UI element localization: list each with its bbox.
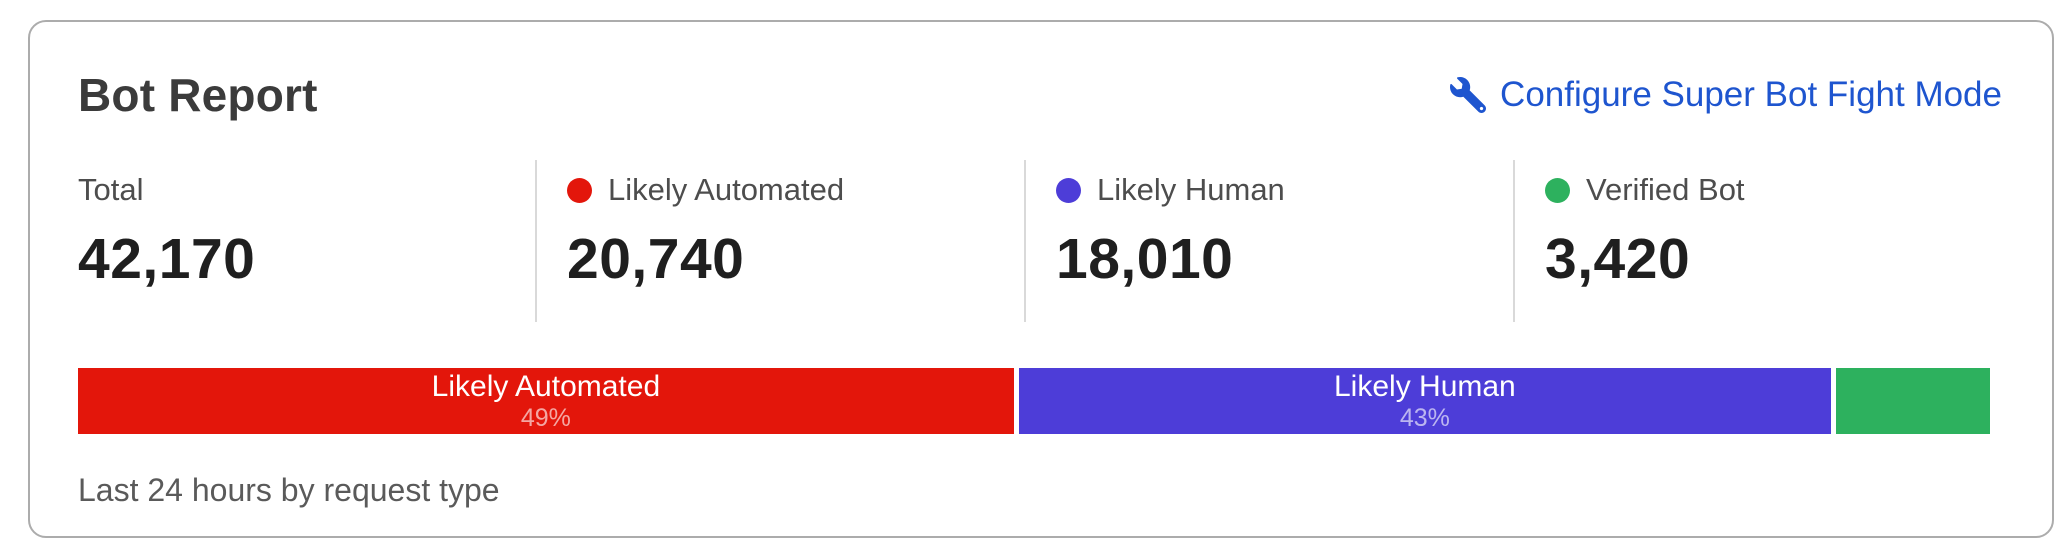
stat-likely-automated-value: 20,740 [567, 227, 745, 291]
stat-total: Total 42,170 [78, 160, 535, 322]
bar-segment-percent: 49% [520, 403, 571, 432]
configure-link-label: Configure Super Bot Fight Mode [1500, 75, 2002, 114]
bar-segment-label: Likely Human [1334, 369, 1516, 403]
stat-verified-bot-value: 3,420 [1545, 227, 1691, 291]
timeframe-caption: Last 24 hours by request type [78, 472, 500, 508]
request-type-stacked-bar: Likely Automated 49% Likely Human 43% [78, 368, 1990, 434]
bar-segment-likely-human[interactable]: Likely Human 43% [1018, 368, 1831, 434]
wrench-icon [1450, 77, 1487, 113]
stat-likely-automated-label: Likely Automated [608, 172, 845, 207]
configure-super-bot-fight-mode-link[interactable]: Configure Super Bot Fight Mode [1450, 75, 2002, 115]
stat-total-label: Total [78, 172, 144, 207]
likely-human-dot-icon [1056, 177, 1081, 203]
stat-likely-human: Likely Human 18,010 [1024, 160, 1513, 322]
card-header: Bot Report Configure Super Bot Fight Mod… [78, 68, 2002, 122]
stat-likely-human-value: 18,010 [1056, 227, 1234, 291]
bar-segment-percent: 43% [1399, 403, 1450, 432]
bar-segment-verified-bot[interactable] [1835, 368, 1990, 434]
stat-likely-automated: Likely Automated 20,740 [535, 160, 1024, 322]
stat-verified-bot: Verified Bot 3,420 [1513, 160, 2002, 322]
likely-automated-dot-icon [567, 177, 592, 203]
stat-verified-bot-label: Verified Bot [1586, 172, 1745, 207]
bar-segment-likely-automated[interactable]: Likely Automated 49% [78, 368, 1014, 434]
stat-likely-human-label: Likely Human [1097, 172, 1285, 207]
stats-row: Total 42,170 Likely Automated 20,740 Lik… [78, 160, 2002, 322]
page-title: Bot Report [78, 69, 318, 121]
verified-bot-dot-icon [1545, 177, 1570, 203]
bar-segment-label: Likely Automated [431, 369, 661, 403]
stat-total-value: 42,170 [78, 227, 256, 291]
bot-report-card: Bot Report Configure Super Bot Fight Mod… [28, 20, 2054, 538]
